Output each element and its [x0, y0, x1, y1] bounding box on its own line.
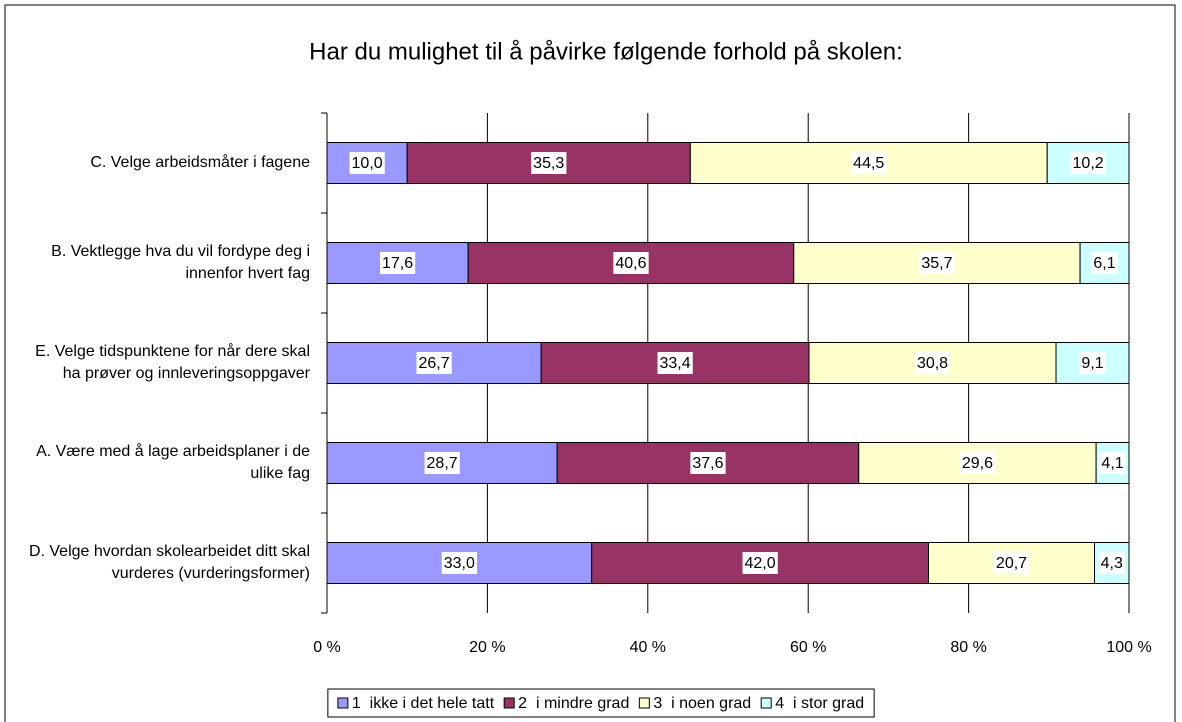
- value-label-bg: [1070, 152, 1106, 174]
- value-label: 33,4: [659, 355, 690, 372]
- y-tick-label: E. Velge tidspunktene for når dere skal …: [35, 343, 310, 382]
- x-tick-label: 100 %: [1106, 639, 1151, 656]
- value-label: 35,3: [533, 155, 564, 172]
- x-tick-label: 40 %: [630, 639, 666, 656]
- legend: 1 ikke i det hele tatt 2 i mindre grad 3 i…: [327, 688, 875, 718]
- value-label-bg: [531, 152, 567, 174]
- value-label-bg: [914, 352, 951, 374]
- value-label: 26,7: [418, 355, 449, 372]
- value-label-bg: [380, 252, 416, 274]
- value-label: 4,1: [1101, 455, 1123, 472]
- legend-label: 2 i mindre grad: [518, 695, 629, 712]
- legend-label: 3 i noen grad: [653, 695, 751, 712]
- value-label-bg: [1098, 552, 1125, 574]
- chart-title: Har du mulighet til å påvirke følgende f…: [309, 38, 903, 65]
- y-tick-label: A. Være med å lage arbeidsplaner i de ul…: [36, 443, 310, 482]
- value-label-bg: [959, 452, 996, 474]
- x-tick-label: 0 %: [313, 639, 341, 656]
- bar-segment: [556, 442, 860, 484]
- value-label-bg: [349, 152, 385, 174]
- value-label: 4,3: [1101, 555, 1123, 572]
- value-label-bg: [1079, 352, 1106, 374]
- value-label: 44,5: [853, 155, 884, 172]
- value-label: 9,1: [1081, 355, 1103, 372]
- value-label-bg: [993, 552, 1030, 574]
- legend-swatch: [337, 697, 349, 709]
- value-label: 35,7: [921, 255, 952, 272]
- y-tick-label: B. Vektlegge hva du vil fordype deg i in…: [51, 243, 310, 282]
- value-label: 28,7: [427, 455, 458, 472]
- y-tick-label: C. Velge arbeidsmåter i fagene: [90, 154, 310, 171]
- value-label: 10,2: [1073, 155, 1104, 172]
- value-label-bg: [441, 552, 478, 574]
- value-label-bg: [416, 352, 452, 374]
- value-label: 6,1: [1093, 255, 1115, 272]
- x-tick-label: 20 %: [469, 639, 505, 656]
- value-label-bg: [742, 552, 778, 574]
- value-label-bg: [690, 452, 726, 474]
- value-label-bg: [1099, 452, 1126, 474]
- value-label: 10,0: [352, 155, 383, 172]
- value-label: 29,6: [962, 455, 993, 472]
- value-label: 40,6: [615, 255, 646, 272]
- value-label: 37,6: [692, 455, 723, 472]
- value-label: 17,6: [382, 255, 413, 272]
- value-label: 30,8: [917, 355, 948, 372]
- legend-label: 1 ikke i det hele tatt: [352, 695, 495, 712]
- value-label-bg: [424, 452, 460, 474]
- y-tick-label: D. Velge hvordan skolearbeidet ditt skal…: [28, 543, 310, 582]
- value-label-bg: [851, 152, 887, 174]
- legend-swatch: [638, 697, 650, 709]
- value-label-bg: [613, 252, 649, 274]
- value-label: 42,0: [745, 555, 776, 572]
- value-label: 33,0: [444, 555, 475, 572]
- legend-swatch: [503, 697, 515, 709]
- value-label-bg: [1091, 252, 1118, 274]
- value-label: 20,7: [996, 555, 1027, 572]
- legend-box: [327, 688, 875, 718]
- legend-label: 4 i stor grad: [775, 695, 864, 712]
- x-tick-label: 60 %: [790, 639, 826, 656]
- x-tick-label: 80 %: [950, 639, 986, 656]
- legend-swatch: [760, 697, 772, 709]
- value-label-bg: [919, 252, 955, 274]
- value-label-bg: [657, 352, 693, 374]
